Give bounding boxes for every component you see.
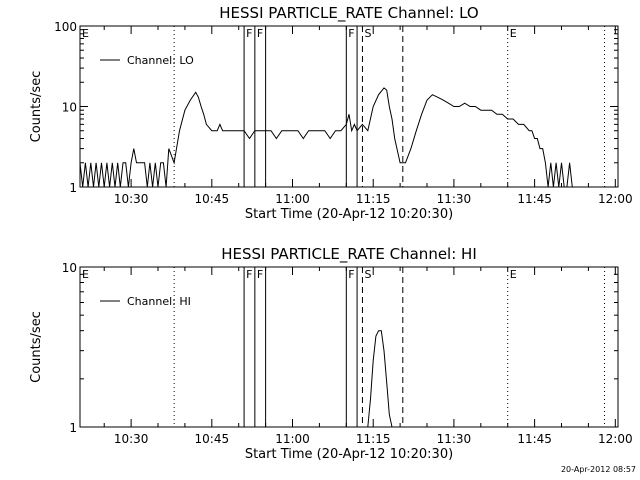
x-tick-label: 10:30: [114, 192, 149, 206]
x-tick-label: 11:15: [356, 192, 391, 206]
x-tick-label: 12:00: [598, 432, 633, 446]
y-tick-label: 10: [62, 101, 77, 115]
x-tick-label: 11:15: [356, 432, 391, 446]
legend-label: Channel: LO: [127, 54, 194, 67]
event-marker-e: E: [82, 27, 89, 40]
event-marker-s: S: [364, 27, 371, 40]
x-tick-label: 10:30: [114, 432, 149, 446]
x-tick-label: 12:00: [598, 192, 633, 206]
x-tick-label: 11:00: [275, 192, 310, 206]
hi-channel-panel: HESSI PARTICLE_RATE Channel: HI 10:30 10:4…: [29, 245, 633, 462]
x-tick-label: 10:45: [195, 192, 230, 206]
generation-timestamp: 20-Apr-2012 08:57: [561, 465, 636, 474]
event-marker-f: F: [257, 268, 263, 281]
y-axis-label: Counts/sec: [29, 71, 44, 143]
event-marker-e: E: [510, 27, 517, 40]
event-marker-f: F: [257, 27, 263, 40]
y-tick-label: 1: [69, 181, 77, 195]
x-tick-label: 11:00: [275, 432, 310, 446]
x-axis-label: Start Time (20-Apr-12 10:20:30): [245, 207, 453, 222]
data-series-line: [367, 330, 393, 428]
lo-channel-panel: HESSI PARTICLE_RATE Channel: LO 10:30 10:4…: [29, 4, 633, 222]
x-tick-label: 11:30: [437, 192, 472, 206]
plot-frame: [79, 266, 619, 428]
event-marker-f: F: [246, 27, 252, 40]
y-tick-label: 10: [62, 261, 77, 275]
event-marker-s: S: [364, 268, 371, 281]
x-tick-label: 11:30: [437, 432, 472, 446]
x-tick-label: 10:45: [195, 432, 230, 446]
event-marker-f: F: [246, 268, 252, 281]
legend-label: Channel: HI: [127, 295, 191, 308]
event-marker-f: F: [348, 268, 354, 281]
x-tick-label: 11:45: [517, 192, 552, 206]
y-axis-label: Counts/sec: [29, 311, 44, 383]
y-tick-label: 100: [54, 20, 77, 34]
event-marker-e: E: [82, 268, 89, 281]
data-series-line: [79, 87, 616, 188]
x-tick-label: 11:45: [517, 432, 552, 446]
event-marker-f: F: [348, 27, 354, 40]
chart-title: HESSI PARTICLE_RATE Channel: LO: [219, 4, 478, 23]
chart-title: HESSI PARTICLE_RATE Channel: HI: [221, 245, 477, 264]
x-axis-label: Start Time (20-Apr-12 10:20:30): [245, 447, 453, 462]
event-marker-e: E: [510, 268, 517, 281]
y-tick-label: 1: [69, 421, 77, 435]
